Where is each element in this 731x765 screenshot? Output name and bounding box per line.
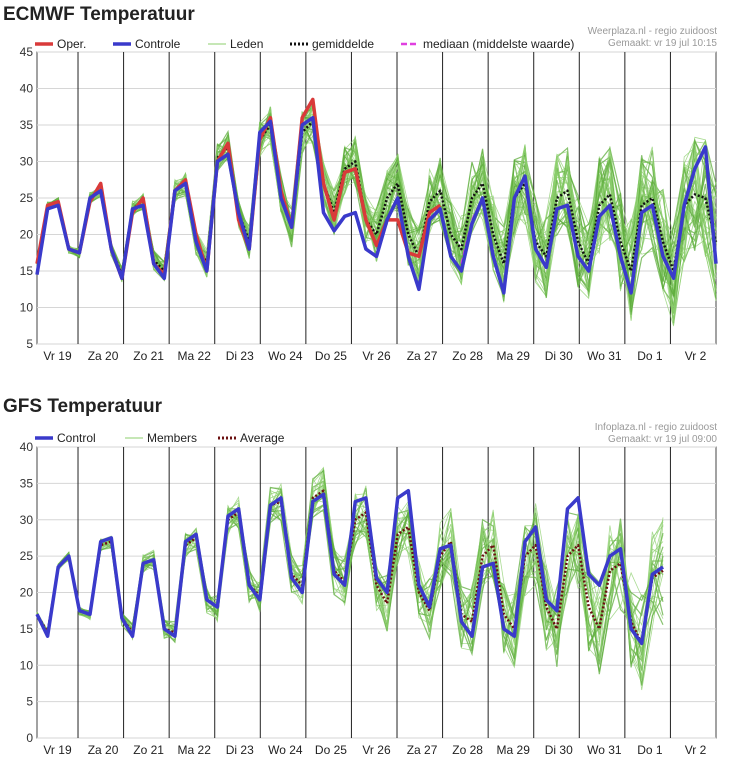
x-tick-label: Di 30 — [545, 349, 573, 363]
legend-label: Leden — [230, 37, 263, 51]
legend-label: Members — [147, 431, 197, 445]
x-tick-label: Wo 24 — [268, 349, 303, 363]
x-tick-label: Di 23 — [226, 743, 254, 757]
y-tick-label: 20 — [20, 228, 34, 242]
x-tick-label: Wo 31 — [587, 349, 622, 363]
y-tick-label: 40 — [20, 82, 34, 96]
x-tick-label: Vr 26 — [362, 743, 391, 757]
legend-label: Control — [57, 431, 96, 445]
y-tick-label: 15 — [20, 264, 34, 278]
x-tick-label: Do 1 — [637, 743, 663, 757]
gfs-credit-source: Infoplaza.nl - regio zuidoost — [594, 422, 717, 433]
x-tick-label: Zo 21 — [133, 349, 164, 363]
ecmwf-credit: Weerplaza.nl - regio zuidoost Gemaakt: v… — [588, 26, 717, 50]
x-tick-label: Zo 28 — [452, 743, 483, 757]
y-tick-label: 5 — [26, 337, 33, 351]
x-tick-label: Vr 2 — [685, 349, 707, 363]
ecmwf-panel: ECMWF Temperatuur Weerplaza.nl - regio z… — [0, 0, 731, 380]
gfs-credit-made: Gemaakt: vr 19 jul 09:00 — [608, 434, 717, 445]
gfs-panel: GFS Temperatuur Infoplaza.nl - regio zui… — [0, 390, 731, 765]
y-tick-label: 30 — [20, 155, 34, 169]
x-tick-label: Wo 31 — [587, 743, 622, 757]
x-tick-label: Za 20 — [88, 743, 119, 757]
legend-label: mediaan (middelste waarde) — [423, 37, 574, 51]
legend-label: gemiddelde — [312, 37, 374, 51]
series-line — [35, 115, 718, 295]
y-tick-label: 35 — [20, 476, 34, 490]
legend-label: Controle — [135, 37, 181, 51]
y-tick-label: 10 — [20, 658, 34, 672]
y-tick-label: 10 — [20, 301, 34, 315]
y-tick-label: 15 — [20, 622, 34, 636]
x-tick-label: Di 23 — [226, 349, 254, 363]
y-tick-label: 20 — [20, 586, 34, 600]
x-tick-label: Do 25 — [315, 349, 347, 363]
x-tick-label: Ma 22 — [178, 349, 212, 363]
y-tick-label: 30 — [20, 513, 34, 527]
x-tick-label: Ma 22 — [178, 743, 212, 757]
y-tick-label: 25 — [20, 191, 34, 205]
legend-label: Average — [240, 431, 285, 445]
x-tick-label: Vr 2 — [685, 743, 707, 757]
ecmwf-chart: 5 10 15 20 25 30 35 40 45 Vr 19 Za 20 Zo 21 Ma 22 Di … — [20, 37, 718, 363]
ecmwf-credit-source: Weerplaza.nl - regio zuidoost — [587, 26, 717, 37]
x-tick-label: Za 27 — [407, 743, 438, 757]
x-tick-label: Zo 21 — [133, 743, 164, 757]
x-tick-label: Zo 28 — [452, 349, 483, 363]
y-tick-label: 0 — [26, 731, 33, 745]
x-tick-label: Za 27 — [407, 349, 438, 363]
ecmwf-credit-made: Gemaakt: vr 19 jul 10:15 — [608, 38, 717, 49]
gfs-credit: Infoplaza.nl - regio zuidoost Gemaakt: v… — [595, 422, 717, 446]
x-tick-label: Do 25 — [315, 743, 347, 757]
y-tick-label: 35 — [20, 118, 34, 132]
x-tick-label: Ma 29 — [497, 743, 531, 757]
x-tick-label: Do 1 — [637, 349, 663, 363]
y-tick-label: 5 — [26, 695, 33, 709]
x-tick-label: Vr 26 — [362, 349, 391, 363]
x-tick-label: Vr 19 — [43, 743, 72, 757]
legend-label: Oper. — [57, 37, 86, 51]
series-line — [35, 488, 664, 646]
y-tick-label: 45 — [20, 45, 34, 59]
y-tick-label: 25 — [20, 549, 34, 563]
x-tick-label: Di 30 — [545, 743, 573, 757]
y-tick-label: 40 — [20, 440, 34, 454]
gfs-title: GFS Temperatuur — [3, 396, 163, 417]
x-tick-label: Wo 24 — [268, 743, 303, 757]
gfs-chart: 0 5 10 15 20 25 30 35 40 Vr 19 Za 20 Zo 21 Ma 22 Di 2… — [20, 431, 717, 757]
x-tick-label: Za 20 — [88, 349, 119, 363]
x-tick-label: Vr 19 — [43, 349, 72, 363]
ecmwf-title: ECMWF Temperatuur — [3, 4, 195, 25]
x-tick-label: Ma 29 — [497, 349, 531, 363]
